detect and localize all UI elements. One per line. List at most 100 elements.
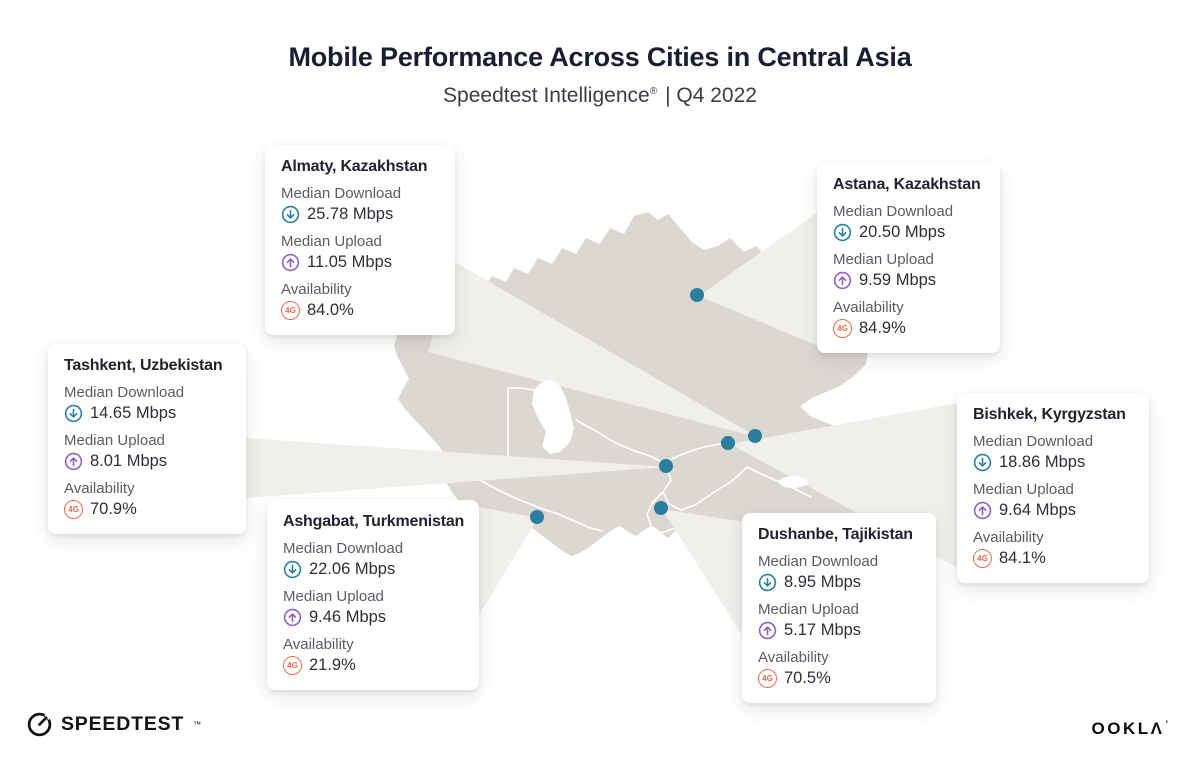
upload-label: Median Upload bbox=[833, 251, 934, 268]
download-value: 14.65 Mbps bbox=[90, 404, 177, 422]
upload-icon bbox=[64, 452, 83, 471]
city-card-tashkent: Tashkent, Uzbekistan Median Download 14.… bbox=[48, 344, 246, 534]
availability-value-row: 4G 84.1% bbox=[973, 549, 1133, 568]
upload-value: 9.59 Mbps bbox=[859, 271, 937, 289]
download-metric: Median Download 25.78 Mbps bbox=[281, 185, 439, 224]
city-card-almaty: Almaty, Kazakhstan Median Download 25.78… bbox=[265, 145, 455, 335]
download-label: Median Download bbox=[833, 203, 954, 220]
download-value-row: 20.50 Mbps bbox=[833, 223, 984, 242]
city-name: Almaty, Kazakhstan bbox=[281, 158, 428, 175]
upload-metric: Median Upload 9.46 Mbps bbox=[283, 588, 463, 627]
availability-metric: Availability 4G 84.0% bbox=[281, 281, 439, 320]
beam-almaty bbox=[428, 262, 757, 437]
download-icon bbox=[973, 453, 992, 472]
download-label: Median Download bbox=[758, 553, 879, 570]
upload-label: Median Upload bbox=[281, 233, 382, 250]
download-icon bbox=[833, 223, 852, 242]
upload-label: Median Upload bbox=[973, 481, 1074, 498]
beam-dushanbe bbox=[662, 509, 744, 638]
download-metric: Median Download 22.06 Mbps bbox=[283, 540, 463, 579]
upload-value-row: 9.46 Mbps bbox=[283, 608, 463, 627]
subtitle-brand: Speedtest Intelligence bbox=[443, 84, 650, 107]
upload-icon bbox=[281, 253, 300, 272]
city-dot-bishkek bbox=[721, 436, 735, 450]
page-title: Mobile Performance Across Cities in Cent… bbox=[288, 42, 912, 72]
city-dots bbox=[530, 288, 762, 524]
4g-badge-icon: 4G bbox=[64, 500, 83, 519]
download-value-row: 25.78 Mbps bbox=[281, 205, 439, 224]
4g-badge-icon: 4G bbox=[758, 669, 777, 688]
city-dot-tashkent bbox=[659, 459, 673, 473]
registered-mark: ® bbox=[649, 86, 658, 97]
border-tm-uz bbox=[455, 465, 603, 532]
city-dot-almaty bbox=[748, 429, 762, 443]
upload-value: 8.01 Mbps bbox=[90, 452, 168, 470]
ookla-wordmark: OOKLΛ bbox=[1091, 719, 1165, 738]
city-name: Astana, Kazakhstan bbox=[833, 176, 981, 193]
download-icon bbox=[758, 573, 777, 592]
speedtest-wordmark: SPEEDTEST bbox=[61, 713, 185, 735]
ookla-trademark: ’ bbox=[1165, 719, 1168, 730]
upload-value: 5.17 Mbps bbox=[784, 621, 862, 639]
download-value-row: 22.06 Mbps bbox=[283, 560, 463, 579]
aral-sea bbox=[532, 380, 574, 454]
availability-value: 84.9% bbox=[859, 319, 906, 337]
upload-value: 9.46 Mbps bbox=[309, 608, 387, 626]
4g-badge-icon: 4G bbox=[283, 656, 302, 675]
download-metric: Median Download 14.65 Mbps bbox=[64, 384, 230, 423]
beam-tashkent bbox=[246, 438, 667, 498]
upload-metric: Median Upload 5.17 Mbps bbox=[758, 601, 920, 640]
availability-metric: Availability 4G 70.9% bbox=[64, 480, 230, 519]
download-label: Median Download bbox=[283, 540, 404, 557]
upload-value-row: 9.59 Mbps bbox=[833, 271, 984, 290]
city-card-dushanbe: Dushanbe, Tajikistan Median Download 8.9… bbox=[742, 513, 936, 703]
upload-metric: Median Upload 8.01 Mbps bbox=[64, 432, 230, 471]
subtitle-period: | Q4 2022 bbox=[665, 84, 757, 107]
availability-value: 70.5% bbox=[784, 669, 831, 687]
availability-metric: Availability 4G 21.9% bbox=[283, 636, 463, 675]
download-icon bbox=[283, 560, 302, 579]
ookla-logo: OOKLΛ’ bbox=[1092, 719, 1168, 739]
availability-label: Availability bbox=[833, 299, 904, 316]
border-fergana bbox=[662, 465, 748, 511]
city-name: Ashgabat, Turkmenistan bbox=[283, 513, 465, 530]
upload-metric: Median Upload 9.59 Mbps bbox=[833, 251, 984, 290]
city-name: Dushanbe, Tajikistan bbox=[758, 526, 913, 543]
download-value-row: 14.65 Mbps bbox=[64, 404, 230, 423]
upload-value: 9.64 Mbps bbox=[999, 501, 1077, 519]
upload-label: Median Upload bbox=[283, 588, 384, 605]
city-dot-dushanbe bbox=[654, 501, 668, 515]
4g-badge-icon: 4G bbox=[833, 319, 852, 338]
availability-metric: Availability 4G 84.9% bbox=[833, 299, 984, 338]
availability-label: Availability bbox=[758, 649, 829, 666]
city-name: Bishkek, Kyrgyzstan bbox=[973, 406, 1126, 423]
download-value: 18.86 Mbps bbox=[999, 453, 1086, 471]
page-subtitle: Speedtest Intelligence® | Q4 2022 bbox=[0, 84, 1200, 108]
availability-label: Availability bbox=[973, 529, 1044, 546]
download-metric: Median Download 8.95 Mbps bbox=[758, 553, 920, 592]
upload-icon bbox=[758, 621, 777, 640]
upload-icon bbox=[833, 271, 852, 290]
availability-value-row: 4G 70.9% bbox=[64, 500, 230, 519]
upload-value-row: 8.01 Mbps bbox=[64, 452, 230, 471]
availability-metric: Availability 4G 70.5% bbox=[758, 649, 920, 688]
availability-value-row: 4G 84.0% bbox=[281, 301, 439, 320]
upload-icon bbox=[973, 501, 992, 520]
city-card-ashgabat: Ashgabat, Turkmenistan Median Download 2… bbox=[267, 500, 479, 690]
download-icon bbox=[281, 205, 300, 224]
city-dot-astana bbox=[690, 288, 704, 302]
availability-label: Availability bbox=[281, 281, 352, 298]
upload-value: 11.05 Mbps bbox=[307, 253, 392, 271]
availability-label: Availability bbox=[64, 480, 135, 497]
beam-astana bbox=[699, 212, 818, 346]
city-dot-ashgabat bbox=[530, 510, 544, 524]
upload-label: Median Upload bbox=[758, 601, 859, 618]
download-metric: Median Download 20.50 Mbps bbox=[833, 203, 984, 242]
availability-value-row: 4G 84.9% bbox=[833, 319, 984, 338]
upload-icon bbox=[283, 608, 302, 627]
upload-label: Median Upload bbox=[64, 432, 165, 449]
availability-value: 84.0% bbox=[307, 301, 354, 319]
availability-value: 21.9% bbox=[309, 656, 356, 674]
availability-value-row: 4G 70.5% bbox=[758, 669, 920, 688]
